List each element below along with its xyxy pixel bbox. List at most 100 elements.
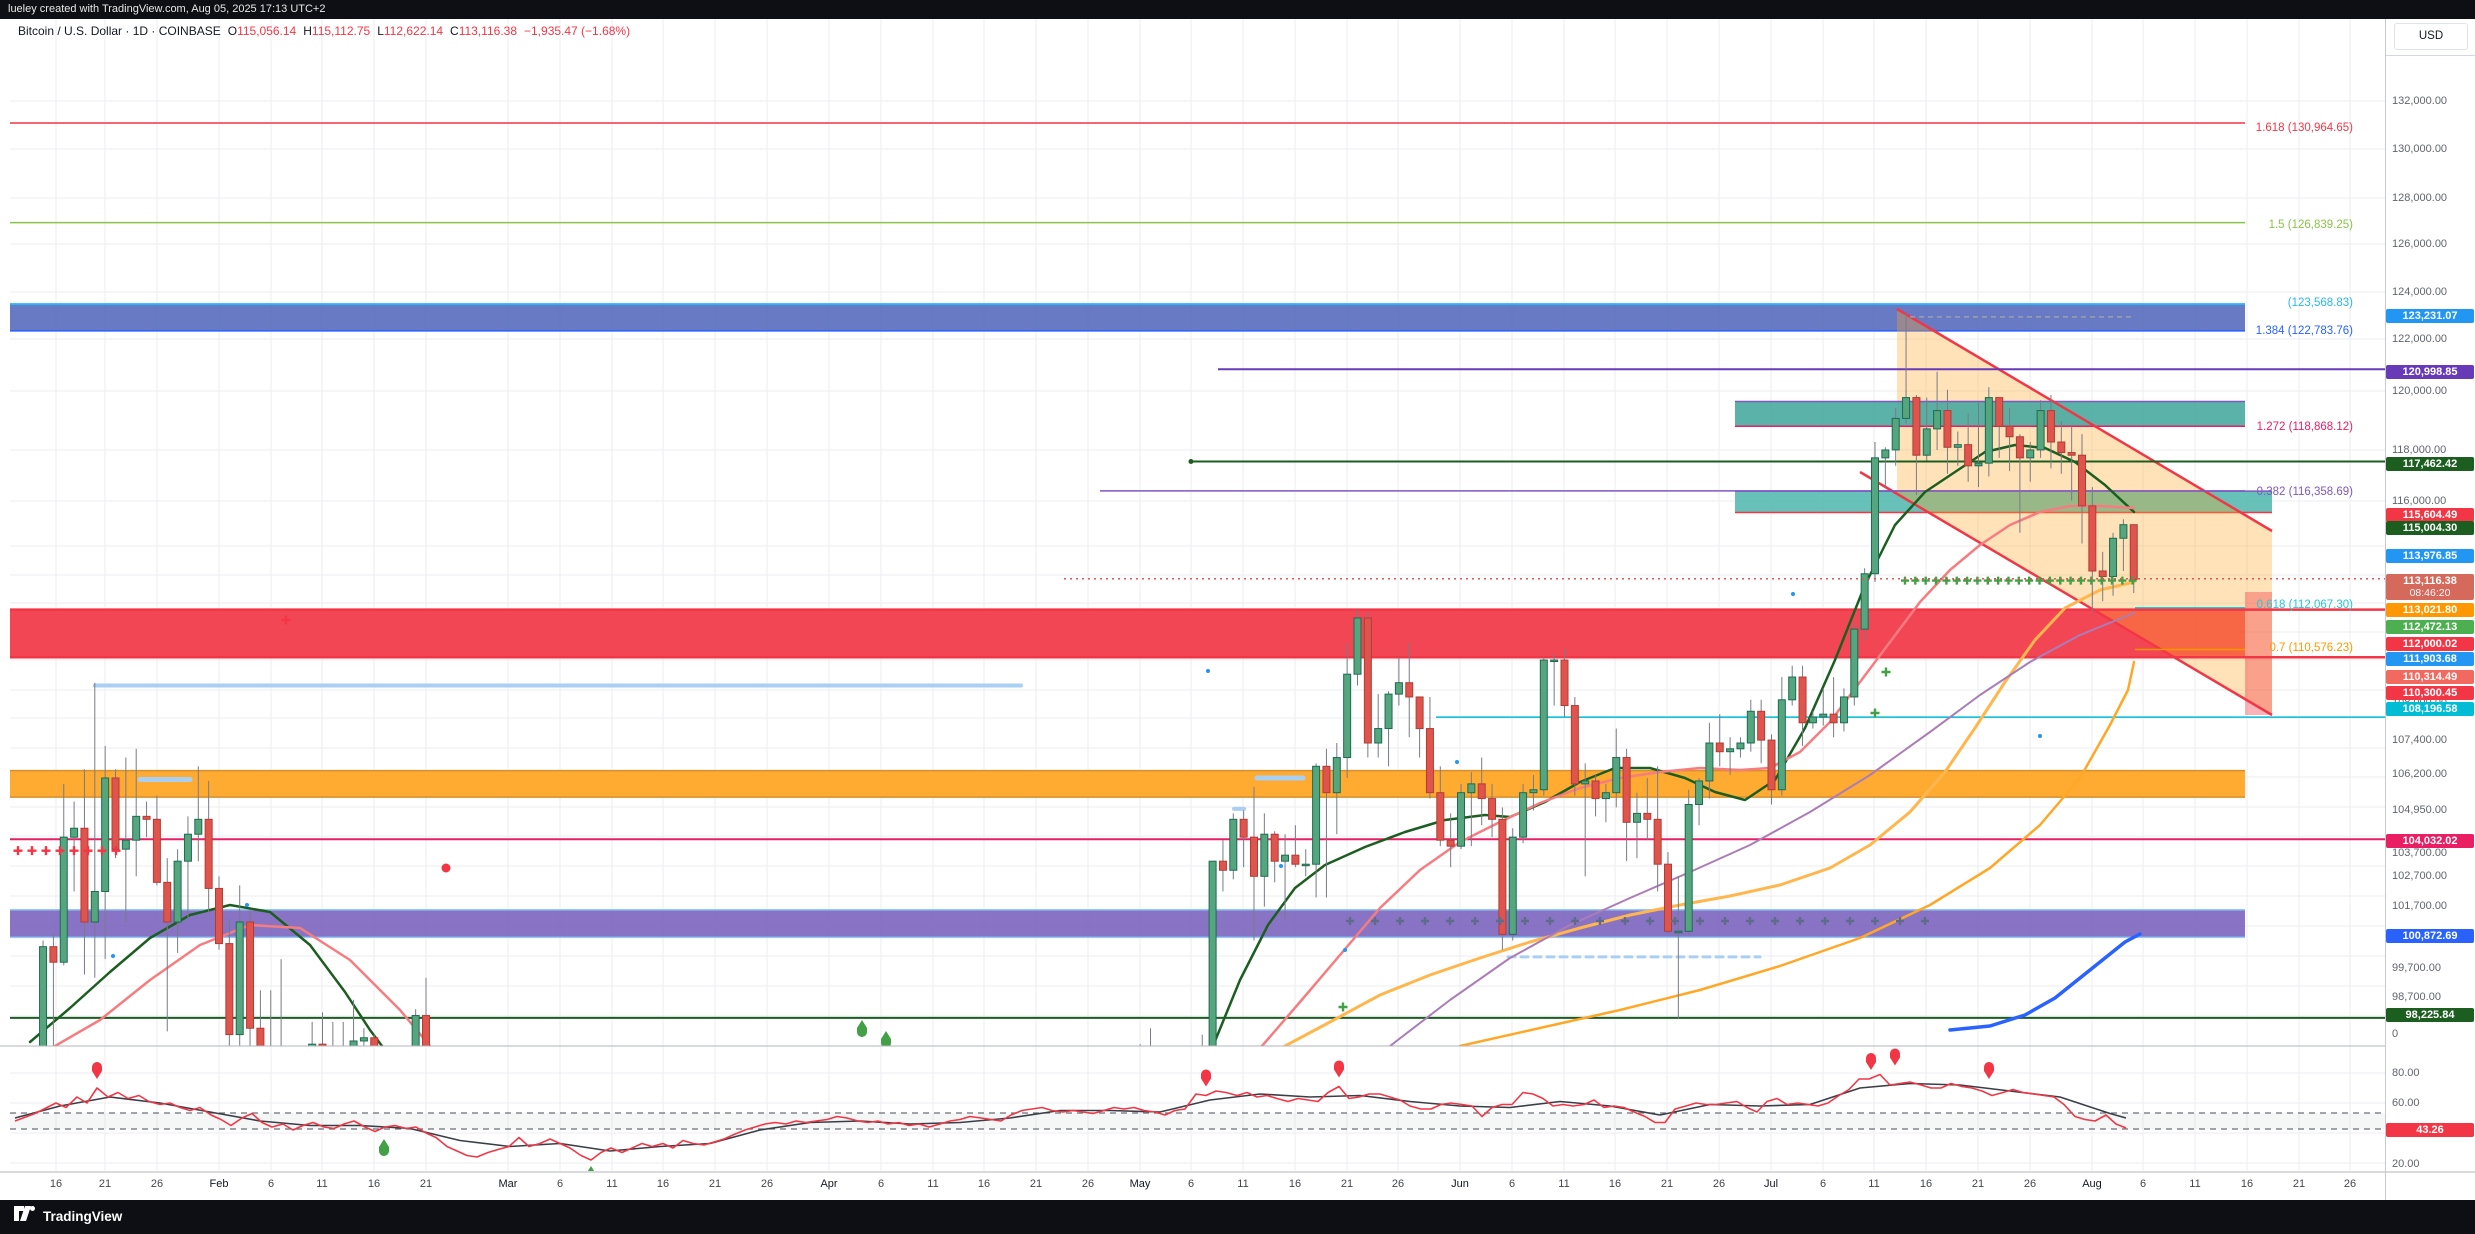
candle-down[interactable] (1715, 742, 1724, 753)
candle-up[interactable] (1933, 410, 1942, 430)
candle-up[interactable] (1777, 699, 1786, 791)
candle-down[interactable] (1591, 780, 1600, 800)
candle-series[interactable] (39, 313, 2138, 1148)
candle-up[interactable] (1353, 617, 1362, 675)
candle-up[interactable] (359, 1037, 368, 1042)
main-pane-layer[interactable] (0, 122, 2385, 1148)
candle-up[interactable] (1332, 757, 1341, 794)
candle-up[interactable] (1581, 780, 1590, 785)
candle-down[interactable] (2078, 454, 2086, 507)
candle-down[interactable] (1943, 410, 1952, 448)
candle-up[interactable] (59, 836, 68, 963)
candle-up[interactable] (1860, 573, 1869, 630)
candle-up[interactable] (2119, 524, 2128, 539)
candle-up[interactable] (411, 1015, 420, 1070)
candle-down[interactable] (1425, 728, 1434, 794)
candle-down[interactable] (246, 921, 255, 1029)
candle-down[interactable] (111, 777, 120, 850)
candle-down[interactable] (152, 818, 161, 883)
candle-down[interactable] (142, 815, 151, 820)
ma-orange-line[interactable] (1283, 580, 2136, 1046)
candle-up[interactable] (1674, 930, 1683, 934)
candle-down[interactable] (370, 1037, 379, 1083)
candle-up[interactable] (1301, 863, 1310, 867)
candle-up[interactable] (1808, 716, 1817, 724)
candle-up[interactable] (1984, 397, 1993, 464)
ema-mid-salmon-line[interactable] (1260, 504, 2136, 1046)
candle-up[interactable] (1788, 676, 1797, 701)
price-zone[interactable] (1735, 491, 2272, 513)
candle-up[interactable] (1902, 397, 1911, 419)
rsi-signal-line[interactable] (14, 1082, 2127, 1152)
candle-down[interactable] (2067, 452, 2076, 456)
candle-down[interactable] (1653, 818, 1662, 865)
candle-down[interactable] (215, 887, 223, 945)
candle-up[interactable] (1726, 748, 1735, 753)
symbol-title[interactable]: Bitcoin / U.S. Dollar · 1D · COINBASE (18, 24, 221, 38)
candle-up[interactable] (1922, 428, 1931, 456)
candle-down[interactable] (1643, 812, 1652, 820)
candle-up[interactable] (2109, 537, 2118, 577)
candle-up[interactable] (1746, 710, 1755, 744)
candle-down[interactable] (2129, 524, 2138, 580)
candle-up[interactable] (173, 860, 182, 923)
candle-down[interactable] (1798, 676, 1807, 724)
candle-down[interactable] (2088, 505, 2097, 572)
candle-down[interactable] (225, 943, 234, 1036)
candle-up[interactable] (1394, 682, 1403, 695)
candle-down[interactable] (163, 881, 172, 923)
candle-up[interactable] (1529, 789, 1538, 794)
candle-down[interactable] (318, 1043, 327, 1096)
candle-down[interactable] (1570, 705, 1579, 785)
candle-down[interactable] (1912, 397, 1921, 456)
candle-down[interactable] (204, 818, 213, 889)
candle-up[interactable] (1953, 444, 1962, 448)
candle-up[interactable] (1312, 765, 1321, 865)
ma-orange-slow-line[interactable] (1458, 660, 2136, 1046)
candle-up[interactable] (1684, 803, 1693, 932)
candle-down[interactable] (2098, 570, 2107, 577)
candle-up[interactable] (1457, 792, 1465, 847)
candle-down[interactable] (1270, 833, 1279, 862)
candle-up[interactable] (1467, 783, 1476, 794)
candle-up[interactable] (101, 777, 110, 892)
candle-up[interactable] (1550, 659, 1559, 663)
candle-up[interactable] (1281, 854, 1290, 862)
candle-down[interactable] (1322, 765, 1331, 794)
candle-down[interactable] (1363, 617, 1372, 744)
symbol-info-row[interactable]: Bitcoin / U.S. Dollar · 1D · COINBASE O11… (18, 24, 630, 38)
candle-up[interactable] (132, 815, 141, 841)
tradingview-logo[interactable]: TradingView (14, 1206, 122, 1226)
candle-down[interactable] (422, 1015, 430, 1086)
candle-up[interactable] (1539, 659, 1548, 791)
candle-up[interactable] (1632, 812, 1641, 823)
candle-down[interactable] (2005, 425, 2014, 438)
price-zone[interactable] (10, 609, 2245, 658)
candle-up[interactable] (2036, 410, 2045, 451)
candle-down[interactable] (2046, 410, 2055, 443)
candle-down[interactable] (1239, 818, 1248, 838)
candle-down[interactable] (1622, 757, 1631, 823)
candle-up[interactable] (1229, 818, 1238, 871)
candle-up[interactable] (1260, 833, 1269, 877)
candle-up[interactable] (1891, 417, 1900, 451)
candle-down[interactable] (1488, 798, 1497, 820)
candle-up[interactable] (235, 921, 244, 1036)
candle-down[interactable] (1498, 818, 1507, 935)
candle-up[interactable] (70, 827, 79, 838)
rsi-pane-layer[interactable] (10, 1048, 2385, 1184)
candle-up[interactable] (1736, 742, 1745, 750)
candle-up[interactable] (39, 946, 48, 1070)
candle-down[interactable] (1829, 713, 1838, 724)
candle-down[interactable] (1995, 397, 2004, 427)
candle-up[interactable] (1374, 728, 1383, 744)
candle-up[interactable] (1519, 792, 1528, 838)
ma-violet-line[interactable] (1389, 612, 2135, 1046)
candle-up[interactable] (1819, 713, 1828, 718)
candle-down[interactable] (1964, 444, 1973, 467)
candle-down[interactable] (1436, 792, 1445, 841)
candle-up[interactable] (121, 839, 130, 850)
blue-curve-drawing[interactable] (1948, 932, 2142, 1032)
candle-down[interactable] (80, 827, 89, 923)
candle-down[interactable] (1415, 696, 1424, 730)
